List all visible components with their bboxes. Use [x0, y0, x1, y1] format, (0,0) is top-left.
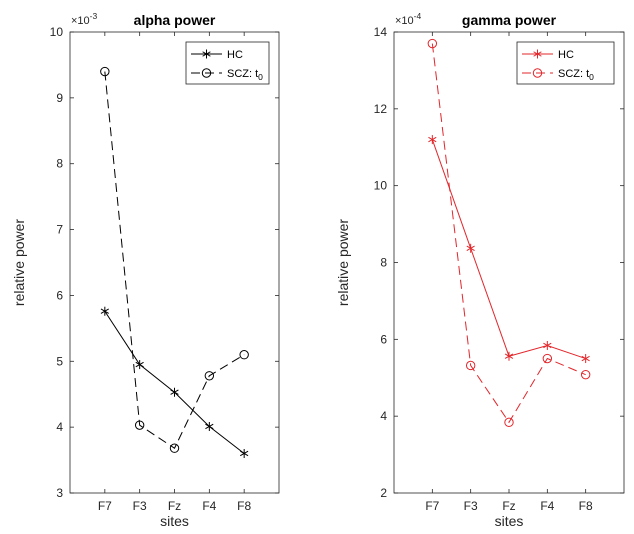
y-axis-label: relative power [335, 219, 351, 306]
data-point [466, 243, 475, 253]
x-tick-label: F8 [579, 499, 593, 513]
legend-marker [202, 49, 211, 59]
data-point [580, 369, 591, 380]
data-point [205, 421, 214, 431]
data-point [134, 420, 145, 430]
y-tick-label: 3 [56, 486, 63, 500]
legend-marker [532, 68, 543, 78]
x-tick-label: F8 [237, 499, 251, 513]
y-tick-label: 4 [56, 420, 63, 434]
y-tick-label: 2 [380, 486, 387, 500]
legend-label: HC [558, 49, 574, 61]
x-tick-label: F7 [98, 499, 112, 513]
data-point [100, 306, 109, 316]
x-axis-label: sites [495, 513, 524, 529]
data-point [504, 417, 514, 428]
data-point [100, 66, 110, 77]
y-tick-label: 12 [374, 102, 388, 116]
data-point [135, 360, 144, 370]
legend-box [185, 41, 270, 85]
y-axis-label: relative power [11, 219, 27, 306]
series-2 [100, 66, 249, 453]
data-point [504, 351, 514, 361]
data-point [581, 354, 590, 364]
axis-exponent: ×10-3 [71, 11, 98, 27]
data-point [542, 353, 553, 364]
x-tick-label: F4 [540, 499, 554, 513]
series-line [431, 43, 586, 424]
legend-marker [201, 68, 212, 78]
data-point [239, 350, 249, 360]
y-tick-label: 7 [56, 223, 63, 237]
data-point [465, 360, 476, 371]
chart-title: gamma power [462, 12, 557, 28]
legend-label: HC [227, 49, 243, 61]
y-tick-label: 14 [374, 25, 388, 39]
legend-label: SCZ: t0 [227, 68, 263, 82]
series-1 [100, 306, 249, 458]
chart-panel-1: alpha power ×10-3 3 4 5 6 7 8 9 10 F7 F3 Fz F4 F8 sites… [11, 11, 280, 529]
x-tick-label: F3 [133, 499, 147, 513]
y-tick-label: 8 [56, 157, 63, 171]
x-tick-label: Fz [502, 499, 515, 513]
y-tick-label: 8 [380, 256, 387, 270]
legend: HC SCZ: t0 [516, 41, 615, 85]
data-point [170, 387, 179, 397]
series-line [104, 71, 245, 449]
y-tick-label: 10 [50, 25, 64, 39]
legend-label: SCZ: t0 [558, 68, 594, 82]
data-point [428, 135, 437, 145]
plot-area [69, 31, 280, 494]
y-tick-label: 9 [56, 91, 63, 105]
legend-marker [533, 49, 542, 59]
axis-exponent: ×10-4 [395, 11, 422, 27]
chart-title: alpha power [134, 12, 216, 28]
x-tick-label: F4 [202, 499, 216, 513]
plot-area [393, 31, 625, 494]
y-tick-label: 6 [56, 288, 63, 302]
x-axis-label: sites [160, 513, 189, 529]
chart-panel-2: gamma power ×10-4 2 4 6 8 10 12 14 F7 F3 Fz F4 F8 site… [335, 11, 625, 529]
legend-box [516, 41, 615, 85]
data-point [169, 443, 180, 453]
y-tick-label: 4 [380, 409, 387, 423]
y-tick-label: 5 [56, 354, 63, 368]
series-1 [428, 135, 590, 364]
x-tick-label: F3 [464, 499, 478, 513]
x-tick-label: F7 [425, 499, 439, 513]
data-point [427, 38, 438, 49]
legend: HC SCZ: t0 [185, 41, 270, 85]
data-point [543, 340, 552, 350]
y-tick-label: 6 [380, 332, 387, 346]
series-2 [427, 38, 591, 428]
x-tick-label: Fz [168, 499, 181, 513]
data-point [240, 448, 249, 458]
data-point [204, 371, 215, 381]
y-tick-label: 10 [374, 179, 388, 193]
